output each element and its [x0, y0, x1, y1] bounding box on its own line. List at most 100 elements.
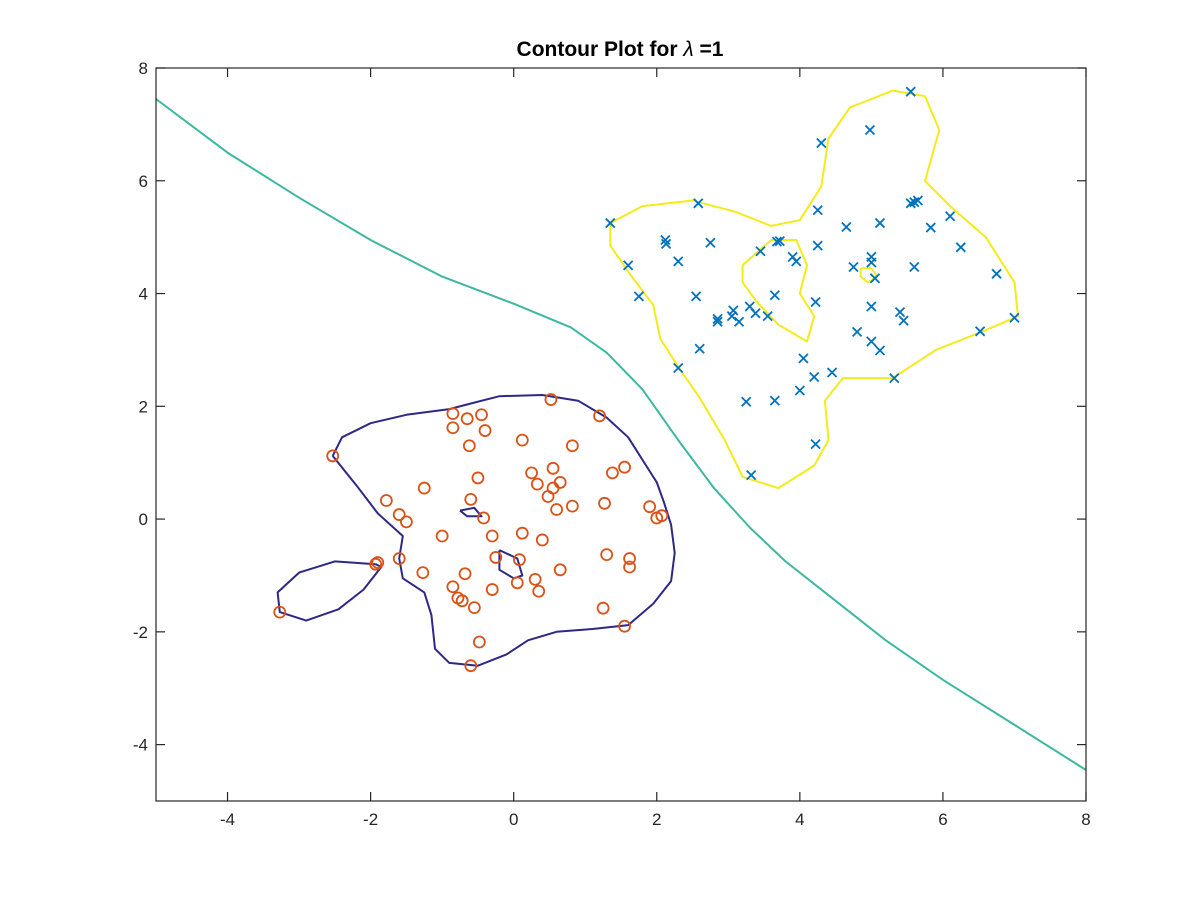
circle-marker: [525, 466, 538, 480]
circle-marker: [455, 594, 469, 608]
circle-marker: [369, 557, 383, 571]
x-marker: [812, 204, 823, 216]
circle-marker: [596, 601, 610, 615]
contour-lines: [155, 89, 1087, 771]
x-tick-label: -2: [363, 810, 378, 829]
contour-line: [276, 560, 383, 622]
circle-marker: [565, 499, 579, 513]
circle-marker: [475, 408, 488, 422]
contour-line: [155, 98, 1087, 771]
x-marker: [894, 307, 906, 318]
circle-marker: [464, 492, 478, 506]
circle-marker: [530, 477, 544, 491]
x-marker: [944, 211, 956, 222]
x-marker: [728, 305, 739, 316]
contour-line: [741, 239, 816, 343]
x-marker: [673, 256, 684, 267]
circle-marker: [655, 509, 669, 523]
x-marker: [769, 290, 780, 301]
x-marker: [705, 237, 716, 248]
x-marker: [866, 336, 877, 347]
circle-marker: [485, 529, 499, 543]
circle-marker: [598, 496, 611, 510]
x-tick-label: 0: [509, 810, 518, 829]
circle-marker: [464, 659, 478, 673]
circle-marker: [446, 407, 460, 421]
y-tick-label: -2: [133, 623, 148, 642]
y-tick-label: 4: [139, 285, 148, 304]
y-tick-label: 2: [139, 397, 148, 416]
circle-marker: [489, 551, 503, 564]
circle-marker: [623, 560, 636, 574]
axes: -4 -2 0 2 4 6 8 -4 -2 0 2 4 6 8: [133, 59, 1091, 829]
x-marker: [660, 238, 672, 250]
x-marker: [874, 345, 886, 356]
contour-line: [459, 506, 483, 518]
x-marker: [864, 124, 876, 136]
circle-marker: [379, 494, 393, 507]
x-marker: [746, 469, 757, 481]
x-marker: [798, 353, 809, 364]
x-marker: [812, 240, 823, 251]
x-marker: [762, 310, 773, 322]
axes-box: [155, 67, 1087, 802]
x-marker: [690, 291, 702, 302]
circle-marker: [513, 553, 526, 567]
x-tick-label: -4: [220, 810, 235, 829]
x-marker: [974, 326, 986, 337]
contour-line: [609, 89, 1019, 490]
circle-marker: [416, 566, 430, 580]
circle-marker: [606, 466, 619, 480]
x-marker: [809, 371, 820, 383]
circle-marker: [510, 576, 524, 590]
x-marker: [810, 438, 821, 450]
x-marker: [712, 316, 723, 327]
x-marker: [794, 385, 805, 396]
circle-marker: [478, 424, 492, 437]
chart-title: Contour Plot for λ =1: [517, 38, 724, 61]
x-marker: [869, 273, 881, 284]
circle-marker: [618, 460, 631, 474]
x-marker: [816, 137, 827, 149]
circle-marker: [273, 605, 287, 619]
x-marker: [874, 217, 886, 229]
circle-marker: [515, 526, 529, 540]
circle-marker: [485, 583, 499, 596]
circle-marker: [600, 548, 614, 561]
circle-marker: [446, 580, 460, 594]
circle-marker: [477, 511, 491, 525]
circle-marker: [528, 573, 542, 586]
x-marker: [889, 372, 900, 384]
circle-marker: [553, 563, 567, 577]
circle-marker: [643, 500, 657, 514]
x-marker: [769, 395, 780, 406]
x-tick-label: 6: [938, 810, 947, 829]
circle-marker: [550, 503, 564, 516]
x-marker: [909, 261, 920, 273]
x-marker: [848, 261, 859, 273]
circle-marker: [399, 515, 413, 529]
circle-marker: [435, 529, 449, 543]
circle-marker: [446, 421, 460, 435]
circle-marker: [593, 409, 606, 423]
circle-marker: [417, 481, 431, 495]
x-marker: [810, 296, 821, 308]
x-marker: [912, 195, 924, 206]
x-marker: [774, 235, 785, 247]
x-marker: [905, 198, 916, 209]
y-tick-label: 6: [139, 172, 148, 191]
x-marker: [851, 326, 863, 338]
x-marker: [750, 308, 761, 319]
circle-marker: [472, 635, 486, 649]
x-marker: [866, 257, 877, 268]
y-tick-label: 8: [139, 59, 148, 78]
circle-marker: [553, 476, 567, 489]
x-marker: [826, 367, 838, 378]
circle-marker: [623, 552, 636, 565]
x-marker: [841, 221, 852, 233]
circle-marker: [462, 439, 476, 453]
x-marker: [712, 313, 723, 325]
circle-marker: [618, 619, 631, 633]
